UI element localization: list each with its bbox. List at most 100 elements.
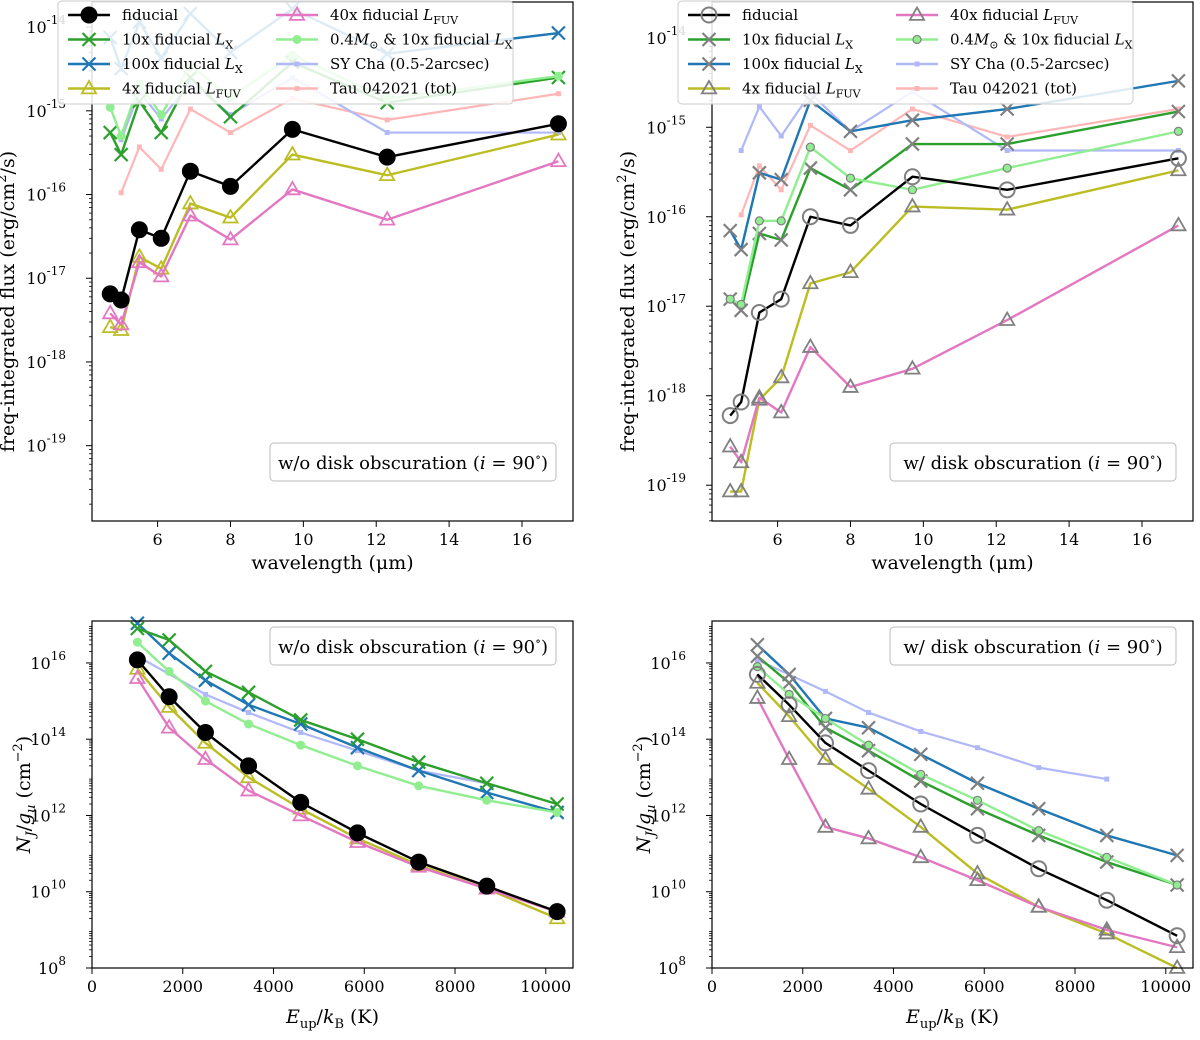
data-point [843,182,858,198]
data-point [721,437,739,453]
data-point [1098,920,1116,936]
series-line [729,79,1179,251]
data-point [721,482,739,498]
y-tick-label: 1010 [30,878,66,902]
data-point [153,125,169,140]
series-m04 [132,637,562,817]
legend-entry-m04: 0.4M⊙ & 10x fiducial LX [276,31,513,52]
data-point [970,775,985,791]
data-point [152,229,170,247]
series-line [109,133,559,332]
legend-marker [81,32,97,47]
series-fid [748,665,1186,945]
data-point [801,274,820,290]
data-point [1171,104,1186,119]
series-lx10 [130,621,565,812]
y-tick-label: 1012 [650,801,686,825]
data-point [378,148,396,166]
series-fuv40 [748,688,1186,954]
x-tick-label: 10000 [1140,977,1191,996]
data-point [733,242,749,257]
series-line [136,677,558,913]
data-point [784,689,794,699]
annotation-text: w/ disk obscuration (i = 90∘) [903,634,1162,658]
series-line [120,92,559,194]
series-line [729,157,1179,417]
legend-label: 10x fiducial LX [122,31,233,52]
data-point [841,377,860,393]
annotation-text: w/o disk obscuration (i = 90∘) [278,634,548,658]
series-sycha [754,657,1110,782]
legend-entry-fuv4: 4x fiducial LFUV [688,79,862,101]
legend-marker [80,6,98,24]
annotation: w/ disk obscuration (i = 90∘) [889,626,1177,666]
data-point [805,142,815,152]
x-tick-label: 14 [439,530,459,549]
series-fuv4 [748,673,1186,974]
data-point [752,165,767,181]
data-point [292,793,310,811]
series-m04 [725,126,1184,309]
legend-entry-fuv4: 4x fiducial LFUV [68,79,242,101]
data-point [549,796,565,812]
series-line [729,224,1180,464]
data-point [239,781,258,797]
legend-label: Tau 042021 (tot) [330,80,457,98]
y-tick-label: 10-18 [646,382,686,406]
data-point [916,769,926,779]
data-point [196,749,215,765]
x-tick-label: 10 [913,530,933,549]
y-tick-label: 1016 [650,649,686,673]
data-point [160,718,178,734]
data-point [803,160,818,176]
legend-label: 0.4M⊙ & 10x fiducial LX [330,31,513,52]
legend-label: SY Cha (0.5-2arcsec) [330,55,489,73]
data-point [903,197,922,213]
data-point [161,645,177,661]
series-fuv40 [721,216,1188,469]
data-point [756,163,762,169]
legend-entry-lx100: 100x fiducial LX [688,55,863,76]
data-point [847,148,853,154]
series-fuv4 [128,659,566,925]
data-point [298,729,304,735]
data-point [552,807,562,817]
data-point [772,290,790,308]
data-point [196,723,214,741]
data-point [196,733,215,749]
data-point [998,200,1016,216]
data-point [227,130,233,136]
data-point [1030,897,1048,913]
data-point [732,482,750,498]
x-tick-label: 6 [152,530,162,549]
data-point [816,749,835,765]
data-point [113,147,129,162]
series-line [109,160,559,326]
y-tick-label: 10-16 [646,203,686,227]
data-point [384,117,390,123]
series-line [729,130,1179,306]
legend-entry-lx10: 10x fiducial LX [688,31,853,52]
data-point [750,304,768,322]
data-point [130,253,149,269]
x-tick-label: 6000 [964,977,1005,996]
data-point [548,903,566,921]
x-tick-label: 10000 [520,977,571,996]
legend-marker [81,56,97,72]
data-point [816,817,835,833]
x-axis-label: wavelength (μm) [871,552,1033,574]
data-point [781,675,797,691]
y-tick-label: 1010 [650,878,686,902]
data-point [293,716,309,732]
data-point [101,304,119,320]
legend-marker [908,5,926,21]
y-tick-label: 1012 [30,801,66,825]
legend-entry-tau: Tau 042021 (tot) [896,80,1077,98]
series-fid [128,651,566,921]
x-tick-label: 0 [87,977,97,996]
data-point [801,337,820,353]
data-point [160,688,178,706]
data-point [296,740,306,750]
data-point [778,187,784,193]
data-point [1099,828,1115,843]
